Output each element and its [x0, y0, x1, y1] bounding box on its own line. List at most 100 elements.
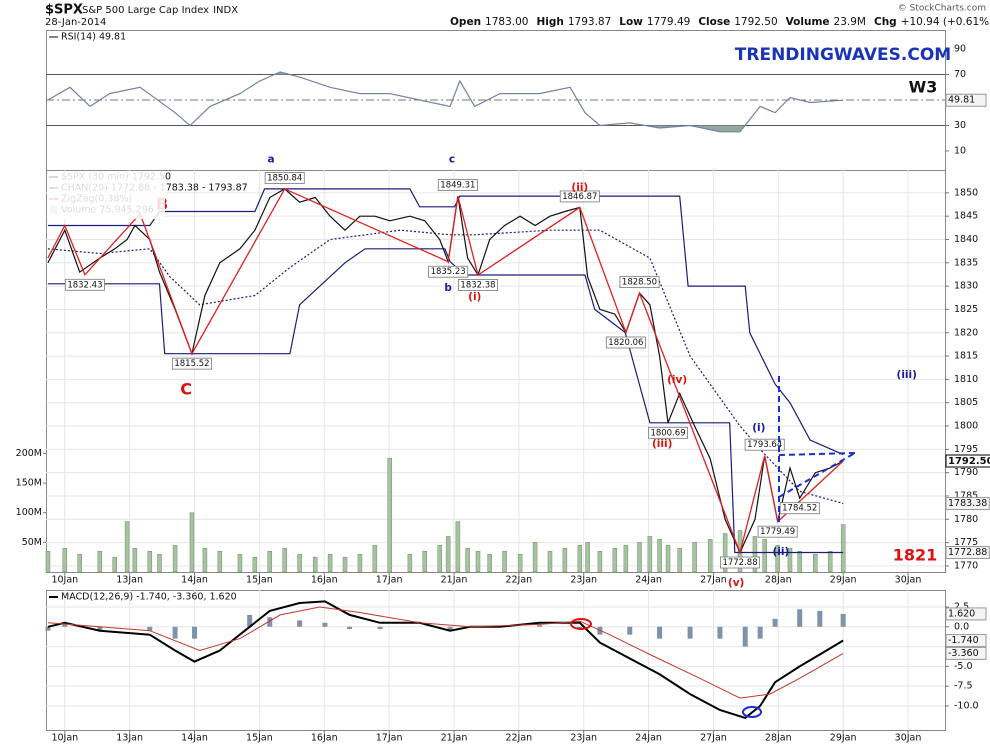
wave-label: (i)	[752, 422, 765, 434]
volume-bar	[445, 536, 451, 573]
volume-bar	[813, 553, 818, 573]
histogram-bar	[840, 613, 846, 627]
histogram-bar	[172, 626, 178, 639]
volume-bar	[147, 550, 153, 573]
pivot-tag	[171, 357, 212, 370]
histogram-bar	[772, 618, 778, 627]
x-tick-label: 28Jan	[765, 733, 792, 744]
pivot-label: 1793.64	[747, 440, 782, 450]
pivot-tag	[64, 278, 105, 291]
y-tick-label: 1815	[954, 351, 978, 362]
volume-bar	[487, 553, 492, 573]
pivot-label: 1779.49	[760, 527, 795, 537]
pivot-label: 1832.38	[460, 281, 495, 291]
volume-bar	[657, 539, 662, 573]
y-tick-label: 1840	[954, 234, 978, 245]
pivot-tag	[264, 172, 305, 184]
y-tick-label: 2.5	[954, 601, 969, 612]
value-tag-label: -1.740	[948, 635, 979, 646]
quote-label: Close	[698, 16, 730, 28]
volume-bar	[465, 548, 470, 573]
histogram-bar	[817, 610, 823, 627]
wave-label: c	[449, 154, 455, 166]
pivot-tag	[559, 190, 600, 203]
volume-bar	[422, 550, 428, 573]
volume-bar	[112, 556, 118, 573]
y-tick-label: -10.0	[954, 700, 979, 711]
x-tick-label: 10Jan	[51, 733, 78, 744]
volume-bar	[372, 545, 378, 573]
histogram-bar	[537, 625, 543, 627]
histogram-bar	[757, 626, 763, 639]
x-tick-label: 29Jan	[830, 575, 857, 586]
pivot-tag	[648, 426, 689, 439]
x-tick-label: 22Jan	[505, 733, 532, 744]
value-tag	[945, 646, 987, 660]
volume-bar	[62, 548, 68, 573]
legend-label: RSI(14) 49.81	[61, 32, 126, 43]
x-tick-label: 28Jan	[765, 575, 792, 586]
y-tick-label: 1805	[954, 397, 978, 408]
value-tag	[945, 93, 987, 107]
y-tick-label: 1785	[954, 490, 978, 501]
volume-bar	[407, 553, 413, 573]
y-tick-label: 1835	[954, 257, 978, 268]
histogram-bar	[377, 626, 383, 630]
pivot-label: 1835.23	[431, 267, 466, 277]
y-tick-label: -5.0	[954, 661, 973, 672]
volume-bar	[827, 550, 833, 573]
pivot-label: 1800.69	[650, 428, 685, 438]
value-tag	[945, 634, 987, 648]
x-tick-label: 15Jan	[246, 733, 273, 744]
volume-bar	[77, 553, 82, 573]
y-tick-label: 1810	[954, 374, 978, 385]
mark-layer	[45, 71, 846, 720]
triangle-bottom	[778, 452, 856, 498]
histogram-bar	[97, 626, 103, 631]
volume-bar	[387, 457, 393, 573]
pivot-tag	[605, 336, 646, 349]
x-tick-label: 24Jan	[635, 575, 662, 586]
site-name: TRENDINGWAVES.COM	[735, 45, 951, 65]
volume-bar	[585, 542, 590, 573]
value-tag-label: 1772.88	[948, 547, 987, 558]
pivot-label: 1815.52	[174, 359, 209, 369]
volume-bar	[189, 512, 195, 573]
x-tick-label: 29Jan	[830, 733, 857, 744]
pivot-label: 1784.52	[782, 504, 817, 514]
quote: Open 1783.00 High 1793.87 Low 1779.49 Close 179…	[450, 16, 990, 28]
x-tick-label: 13Jan	[116, 575, 143, 586]
pivot-label: 1832.43	[67, 280, 102, 290]
volume-bar	[707, 539, 713, 573]
x-tick-label: 16Jan	[311, 575, 338, 586]
volume-bar	[132, 548, 138, 573]
volume-bar	[840, 524, 846, 573]
wave-count: W3	[909, 78, 938, 97]
pivot-label: 1772.88	[722, 558, 757, 568]
x-tick-label: 23Jan	[570, 575, 597, 586]
quote-value: 23.9M	[834, 16, 866, 28]
credit: © StockCharts.com	[898, 4, 986, 14]
value-tag	[945, 546, 990, 560]
volume-bar	[282, 548, 287, 573]
volume-bar	[502, 550, 507, 573]
pivot-tag	[619, 276, 660, 289]
legend-label: MACD(12,26,9) -1.740, -3.360, 1.620	[61, 592, 237, 603]
histogram-bar	[45, 626, 51, 631]
volume-bar	[623, 545, 629, 573]
y-tick-label: 50M	[22, 537, 42, 548]
volume-bar	[612, 548, 618, 573]
histogram-bar	[627, 626, 633, 635]
triangle-top	[778, 452, 856, 456]
y-tick-label: 1770	[954, 560, 978, 571]
y-tick-label: 1845	[954, 211, 978, 222]
volume-bar	[562, 548, 568, 573]
histogram-bar	[62, 622, 68, 627]
volume-bar	[327, 553, 333, 573]
volume-bar	[172, 545, 178, 573]
volume-bar	[252, 556, 258, 573]
x-tick-label: 27Jan	[700, 575, 727, 586]
volume-bar	[547, 550, 553, 573]
